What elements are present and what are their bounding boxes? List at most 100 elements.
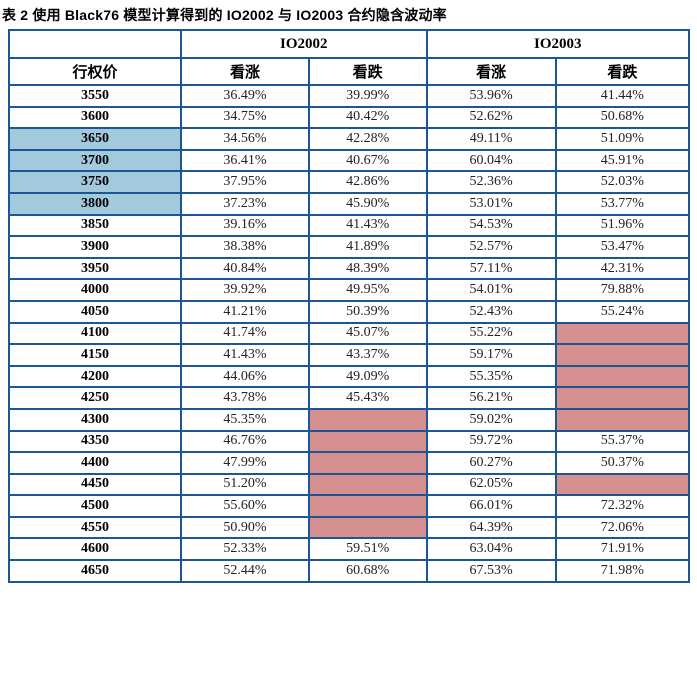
value-cell: 45.90% xyxy=(307,191,428,216)
value-cell: 45.35% xyxy=(180,407,310,432)
value-cell: 55.24% xyxy=(554,299,691,324)
strike-cell: 4600 xyxy=(7,537,183,562)
strike-cell: 3550 xyxy=(7,84,183,108)
value-cell: 43.37% xyxy=(307,343,428,367)
value-cell: 41.21% xyxy=(180,299,310,324)
value-cell: 44.06% xyxy=(180,364,310,389)
strike-cell: 4000 xyxy=(7,278,183,302)
value-cell: 60.04% xyxy=(425,148,557,173)
value-cell: 34.75% xyxy=(180,105,310,130)
empty-highlight-cell xyxy=(554,364,691,389)
value-cell: 79.88% xyxy=(554,278,691,302)
table-row: 3900 38.38% 41.89% 52.57% 53.47% xyxy=(7,235,691,259)
value-cell: 38.38% xyxy=(180,235,310,259)
empty-highlight-cell xyxy=(554,386,691,410)
value-cell: 60.68% xyxy=(307,559,428,583)
value-cell: 50.68% xyxy=(554,105,691,130)
value-cell: 54.01% xyxy=(425,278,557,302)
value-cell: 53.47% xyxy=(554,235,691,259)
value-cell: 36.49% xyxy=(180,84,310,108)
table-row: 4250 43.78% 45.43% 56.21% xyxy=(7,386,691,410)
strike-cell: 4550 xyxy=(7,515,183,540)
strike-cell: 3800 xyxy=(7,191,183,216)
value-cell: 54.53% xyxy=(425,213,557,238)
value-cell: 52.33% xyxy=(180,537,310,562)
value-cell: 52.03% xyxy=(554,170,691,194)
value-cell: 50.90% xyxy=(180,515,310,540)
value-cell: 49.11% xyxy=(425,127,557,151)
strike-cell: 3750 xyxy=(7,170,183,194)
table-row: 4550 50.90% 64.39% 72.06% xyxy=(7,515,691,540)
empty-highlight-cell xyxy=(307,515,428,540)
value-cell: 49.95% xyxy=(307,278,428,302)
value-cell: 64.39% xyxy=(425,515,557,540)
implied-volatility-table: IO2002 IO2003 行权价 看涨 看跌 看涨 看跌 3550 36.49%… xyxy=(7,29,691,583)
value-cell: 52.62% xyxy=(425,105,557,130)
value-cell: 41.43% xyxy=(307,213,428,238)
value-cell: 40.84% xyxy=(180,256,310,281)
value-cell: 56.21% xyxy=(425,386,557,410)
value-cell: 60.27% xyxy=(425,451,557,475)
value-cell: 39.92% xyxy=(180,278,310,302)
value-cell: 53.77% xyxy=(554,191,691,216)
strike-cell: 4100 xyxy=(7,321,183,346)
value-cell: 71.98% xyxy=(554,559,691,583)
table-row: 3600 34.75% 40.42% 52.62% 50.68% xyxy=(7,105,691,130)
value-cell: 63.04% xyxy=(425,537,557,562)
value-cell: 67.53% xyxy=(425,559,557,583)
table-row: 4450 51.20% 62.05% xyxy=(7,472,691,497)
strike-cell: 4050 xyxy=(7,299,183,324)
table-row: 4000 39.92% 49.95% 54.01% 79.88% xyxy=(7,278,691,302)
value-cell: 59.17% xyxy=(425,343,557,367)
value-cell: 59.51% xyxy=(307,537,428,562)
table-row: 4500 55.60% 66.01% 72.32% xyxy=(7,494,691,518)
value-cell: 43.78% xyxy=(180,386,310,410)
io2003-header: IO2003 xyxy=(425,29,690,59)
empty-highlight-cell xyxy=(307,472,428,497)
value-cell: 50.39% xyxy=(307,299,428,324)
strike-cell: 4300 xyxy=(7,407,183,432)
value-cell: 55.35% xyxy=(425,364,557,389)
value-cell: 41.74% xyxy=(180,321,310,346)
strike-cell: 4200 xyxy=(7,364,183,389)
strike-cell: 3600 xyxy=(7,105,183,130)
strike-cell: 3700 xyxy=(7,148,183,173)
table-row: 4600 52.33% 59.51% 63.04% 71.91% xyxy=(7,537,691,562)
table-row: 3700 36.41% 40.67% 60.04% 45.91% xyxy=(7,148,691,173)
empty-highlight-cell xyxy=(554,343,691,367)
empty-highlight-cell xyxy=(307,429,428,454)
value-cell: 55.60% xyxy=(180,494,310,518)
value-cell: 41.44% xyxy=(554,84,691,108)
strike-cell: 3950 xyxy=(7,256,183,281)
table-row: 3800 37.23% 45.90% 53.01% 53.77% xyxy=(7,191,691,216)
value-cell: 48.39% xyxy=(307,256,428,281)
value-cell: 45.43% xyxy=(307,386,428,410)
column-header-row: 行权价 看涨 看跌 看涨 看跌 xyxy=(7,57,691,86)
table-row: 4100 41.74% 45.07% 55.22% xyxy=(7,321,691,346)
value-cell: 47.99% xyxy=(180,451,310,475)
table-row: 3750 37.95% 42.86% 52.36% 52.03% xyxy=(7,170,691,194)
value-cell: 45.07% xyxy=(307,321,428,346)
value-cell: 62.05% xyxy=(425,472,557,497)
table-row: 4150 41.43% 43.37% 59.17% xyxy=(7,343,691,367)
table-title: 表 2 使用 Black76 模型计算得到的 IO2002 与 IO2003 合… xyxy=(2,7,447,23)
value-cell: 52.36% xyxy=(425,170,557,194)
value-cell: 52.57% xyxy=(425,235,557,259)
strike-cell: 4450 xyxy=(7,472,183,497)
io2002-header: IO2002 xyxy=(180,29,428,59)
strike-cell: 3650 xyxy=(7,127,183,151)
strike-cell: 3900 xyxy=(7,235,183,259)
value-cell: 59.72% xyxy=(425,429,557,454)
empty-highlight-cell xyxy=(307,494,428,518)
strike-cell: 4500 xyxy=(7,494,183,518)
value-cell: 52.44% xyxy=(180,559,310,583)
value-cell: 37.23% xyxy=(180,191,310,216)
value-cell: 36.41% xyxy=(180,148,310,173)
value-cell: 34.56% xyxy=(180,127,310,151)
io2003-put-header: 看跌 xyxy=(554,57,691,86)
value-cell: 71.91% xyxy=(554,537,691,562)
table-body: 3550 36.49% 39.99% 53.96% 41.44% 3600 34.75% 40… xyxy=(7,84,691,583)
value-cell: 55.37% xyxy=(554,429,691,454)
table-row: 3850 39.16% 41.43% 54.53% 51.96% xyxy=(7,213,691,238)
